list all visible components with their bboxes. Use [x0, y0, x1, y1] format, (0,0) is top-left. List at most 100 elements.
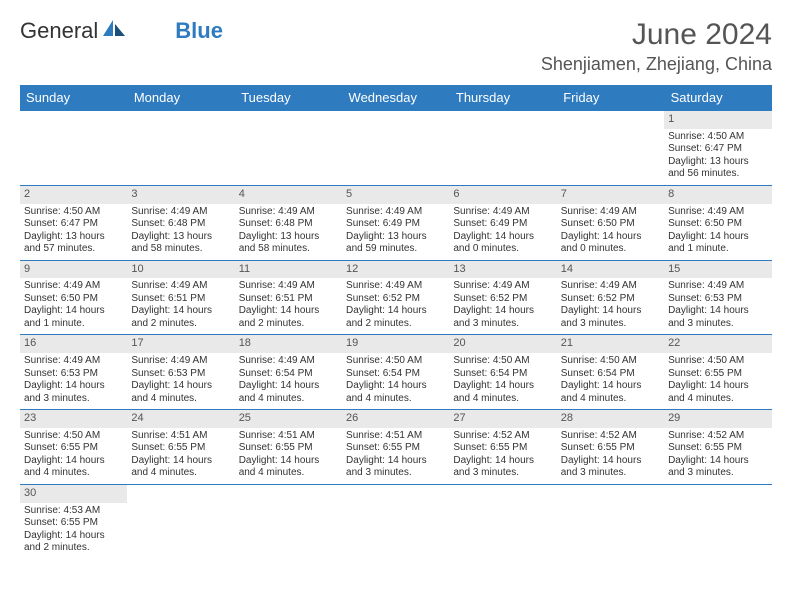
daylight-line: Daylight: 14 hours and 3 minutes. [668, 305, 767, 330]
day-number: 19 [342, 335, 449, 353]
sunrise-line: Sunrise: 4:52 AM [561, 430, 660, 443]
sunrise-line: Sunrise: 4:49 AM [453, 280, 552, 293]
daylight-line: Daylight: 14 hours and 4 minutes. [131, 380, 230, 405]
daylight-line: Daylight: 14 hours and 4 minutes. [453, 380, 552, 405]
calendar-cell [342, 484, 449, 558]
sunrise-line: Sunrise: 4:49 AM [239, 280, 338, 293]
calendar-cell [235, 484, 342, 558]
daylight-line: Daylight: 14 hours and 2 minutes. [131, 305, 230, 330]
sunrise-line: Sunrise: 4:52 AM [668, 430, 767, 443]
day-number: 29 [664, 410, 771, 428]
sunrise-line: Sunrise: 4:50 AM [561, 355, 660, 368]
daylight-line: Daylight: 14 hours and 1 minute. [668, 231, 767, 256]
day-number: 6 [449, 186, 556, 204]
weekday-header: Sunday [20, 85, 127, 111]
calendar-cell [557, 484, 664, 558]
daylight-line: Daylight: 14 hours and 0 minutes. [453, 231, 552, 256]
day-number: 13 [449, 261, 556, 279]
sunrise-line: Sunrise: 4:50 AM [453, 355, 552, 368]
calendar-cell [449, 111, 556, 186]
sunrise-line: Sunrise: 4:50 AM [24, 430, 123, 443]
day-number: 27 [449, 410, 556, 428]
sunrise-line: Sunrise: 4:49 AM [668, 206, 767, 219]
calendar-row: 23Sunrise: 4:50 AMSunset: 6:55 PMDayligh… [20, 410, 772, 485]
weekday-header: Thursday [449, 85, 556, 111]
daylight-line: Daylight: 14 hours and 2 minutes. [239, 305, 338, 330]
sunrise-line: Sunrise: 4:50 AM [24, 206, 123, 219]
daylight-line: Daylight: 14 hours and 4 minutes. [239, 380, 338, 405]
sunset-line: Sunset: 6:52 PM [346, 293, 445, 306]
sunset-line: Sunset: 6:54 PM [239, 368, 338, 381]
day-number: 22 [664, 335, 771, 353]
calendar-cell: 23Sunrise: 4:50 AMSunset: 6:55 PMDayligh… [20, 410, 127, 485]
logo: General Blue [20, 18, 223, 44]
sunset-line: Sunset: 6:55 PM [668, 442, 767, 455]
sunset-line: Sunset: 6:54 PM [561, 368, 660, 381]
weekday-header: Saturday [664, 85, 771, 111]
calendar-cell: 5Sunrise: 4:49 AMSunset: 6:49 PMDaylight… [342, 185, 449, 260]
calendar-cell [235, 111, 342, 186]
sunset-line: Sunset: 6:55 PM [346, 442, 445, 455]
daylight-line: Daylight: 14 hours and 3 minutes. [453, 455, 552, 480]
logo-text-left: General [20, 18, 98, 44]
calendar-cell [342, 111, 449, 186]
sunset-line: Sunset: 6:52 PM [561, 293, 660, 306]
day-number: 8 [664, 186, 771, 204]
daylight-line: Daylight: 13 hours and 58 minutes. [239, 231, 338, 256]
calendar-table: SundayMondayTuesdayWednesdayThursdayFrid… [20, 85, 772, 559]
header: General Blue June 2024 Shenjiamen, Zheji… [20, 18, 772, 75]
calendar-cell: 24Sunrise: 4:51 AMSunset: 6:55 PMDayligh… [127, 410, 234, 485]
sunset-line: Sunset: 6:47 PM [24, 218, 123, 231]
calendar-row: 9Sunrise: 4:49 AMSunset: 6:50 PMDaylight… [20, 260, 772, 335]
calendar-cell: 2 Sunrise: 4:50 AMSunset: 6:47 PMDaylight… [20, 185, 127, 260]
day-number: 2 [20, 186, 127, 204]
daylight-line: Daylight: 14 hours and 4 minutes. [346, 380, 445, 405]
calendar-cell: 11Sunrise: 4:49 AMSunset: 6:51 PMDayligh… [235, 260, 342, 335]
sunset-line: Sunset: 6:54 PM [453, 368, 552, 381]
sunrise-line: Sunrise: 4:50 AM [346, 355, 445, 368]
calendar-cell [557, 111, 664, 186]
daylight-line: Daylight: 14 hours and 4 minutes. [24, 455, 123, 480]
daylight-line: Daylight: 14 hours and 4 minutes. [131, 455, 230, 480]
sunrise-line: Sunrise: 4:53 AM [24, 505, 123, 518]
day-number: 20 [449, 335, 556, 353]
day-number: 12 [342, 261, 449, 279]
daylight-line: Daylight: 13 hours and 57 minutes. [24, 231, 123, 256]
title-block: June 2024 Shenjiamen, Zhejiang, China [541, 18, 772, 75]
daylight-line: Daylight: 14 hours and 3 minutes. [24, 380, 123, 405]
calendar-cell: 9Sunrise: 4:49 AMSunset: 6:50 PMDaylight… [20, 260, 127, 335]
day-number: 11 [235, 261, 342, 279]
day-number: 3 [127, 186, 234, 204]
day-number: 7 [557, 186, 664, 204]
daylight-line: Daylight: 13 hours and 58 minutes. [131, 231, 230, 256]
sunrise-line: Sunrise: 4:49 AM [239, 206, 338, 219]
sunset-line: Sunset: 6:53 PM [668, 293, 767, 306]
day-number: 14 [557, 261, 664, 279]
sunset-line: Sunset: 6:48 PM [131, 218, 230, 231]
daylight-line: Daylight: 13 hours and 59 minutes. [346, 231, 445, 256]
sunset-line: Sunset: 6:53 PM [24, 368, 123, 381]
sunrise-line: Sunrise: 4:49 AM [24, 355, 123, 368]
daylight-line: Daylight: 14 hours and 4 minutes. [668, 380, 767, 405]
calendar-row: 2Sunrise: 4:50 AMSunset: 6:47 PMDaylight… [20, 185, 772, 260]
weekday-header: Tuesday [235, 85, 342, 111]
sunset-line: Sunset: 6:53 PM [131, 368, 230, 381]
calendar-row: 1Sunrise: 4:50 AMSunset: 6:47 PMDaylight… [20, 111, 772, 186]
calendar-row: 16Sunrise: 4:49 AMSunset: 6:53 PMDayligh… [20, 335, 772, 410]
sunset-line: Sunset: 6:55 PM [24, 517, 123, 530]
sunset-line: Sunset: 6:55 PM [24, 442, 123, 455]
sunset-line: Sunset: 6:55 PM [131, 442, 230, 455]
calendar-cell: 7Sunrise: 4:49 AMSunset: 6:50 PMDaylight… [557, 185, 664, 260]
calendar-cell: 8Sunrise: 4:49 AMSunset: 6:50 PMDaylight… [664, 185, 771, 260]
daylight-line: Daylight: 14 hours and 1 minute. [24, 305, 123, 330]
calendar-cell: 26Sunrise: 4:51 AMSunset: 6:55 PMDayligh… [342, 410, 449, 485]
weekday-row: SundayMondayTuesdayWednesdayThursdayFrid… [20, 85, 772, 111]
sunrise-line: Sunrise: 4:49 AM [561, 206, 660, 219]
calendar-body: 1Sunrise: 4:50 AMSunset: 6:47 PMDaylight… [20, 111, 772, 559]
sunset-line: Sunset: 6:48 PM [239, 218, 338, 231]
daylight-line: Daylight: 14 hours and 2 minutes. [346, 305, 445, 330]
sunrise-line: Sunrise: 4:50 AM [668, 131, 767, 144]
daylight-line: Daylight: 14 hours and 3 minutes. [346, 455, 445, 480]
calendar-cell: 28Sunrise: 4:52 AMSunset: 6:55 PMDayligh… [557, 410, 664, 485]
sunset-line: Sunset: 6:50 PM [561, 218, 660, 231]
